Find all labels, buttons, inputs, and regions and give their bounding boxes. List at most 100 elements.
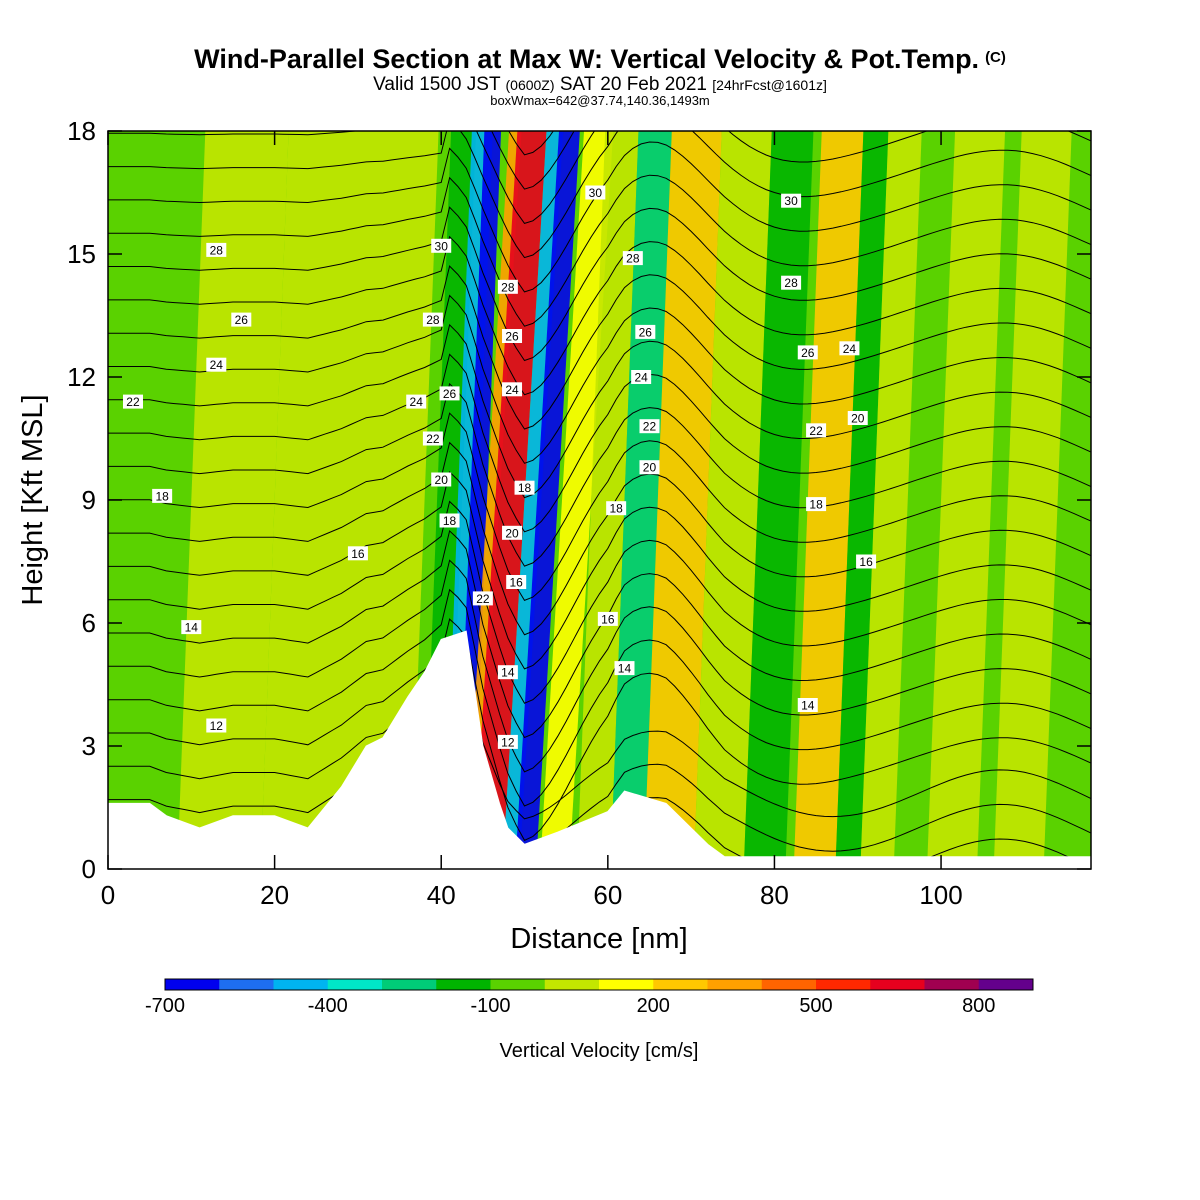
valid-date: SAT 20 Feb 2021: [559, 74, 707, 95]
shaded-column: [860, 131, 922, 869]
theta-label-box: [122, 394, 143, 409]
terrain: [108, 630, 1091, 869]
theta-label-text: 24: [210, 358, 224, 372]
theta-label-text: 22: [643, 420, 657, 434]
colorbar-frame: [164, 978, 1034, 991]
theta-label: 24: [502, 382, 523, 397]
theta-label: 24: [631, 370, 652, 385]
colorbar-swatch: [273, 979, 329, 990]
theta-label-text: 28: [426, 313, 440, 327]
chart-subtitle: Valid 1500 JST (0600Z) SAT 20 Feb 2021 […: [0, 74, 1200, 96]
colorbar-swatch: [653, 979, 708, 990]
theta-label-box: [231, 312, 252, 327]
theta-contour-line: [108, 559, 1091, 773]
theta-label: 22: [422, 431, 443, 446]
theta-label-text: 20: [643, 461, 657, 475]
theta-label: 20: [431, 472, 452, 487]
theta-label: 22: [122, 394, 143, 409]
theta-label-text: 12: [210, 719, 224, 733]
theta-label: 16: [506, 575, 527, 590]
theta-label-box: [431, 238, 452, 253]
colorbar-swatch: [599, 979, 654, 990]
colorbar-swatch: [761, 979, 817, 990]
colorbar-swatch: [490, 979, 546, 990]
colorbar-swatch: [870, 979, 925, 990]
theta-label: 22: [806, 423, 827, 438]
theta-label-text: 22: [126, 395, 140, 409]
velocity-shading: [108, 131, 1091, 869]
y-tick-label: 9: [82, 485, 96, 515]
box-info: boxWmax=642@37.74,140.36,1493m: [490, 93, 710, 108]
theta-label-text: 18: [443, 514, 457, 528]
theta-label: 20: [847, 411, 868, 426]
theta-label-box: [497, 665, 518, 680]
theta-label: 28: [781, 275, 802, 290]
x-tick-label: 60: [593, 880, 622, 910]
colorbar-tick-label: 200: [637, 995, 670, 1017]
theta-contour-line: [108, 618, 1091, 841]
theta-label-box: [847, 411, 868, 425]
theta-label-box: [614, 661, 635, 676]
theta-label-box: [506, 575, 527, 589]
colorbar-swatch: [219, 979, 274, 990]
theta-label: 14: [614, 661, 635, 676]
theta-label: 12: [497, 734, 518, 749]
theta-label-box: [502, 329, 523, 343]
shaded-column: [540, 131, 614, 869]
theta-label: 28: [497, 279, 518, 294]
theta-label: 20: [502, 525, 523, 540]
colorbar-swatch: [924, 979, 980, 990]
theta-contour-line: [108, 131, 1091, 259]
theta-label-text: 26: [235, 313, 249, 327]
theta-contour-line: [108, 206, 1091, 362]
chart-title: Wind-Parallel Section at Max W: Vertical…: [194, 44, 1006, 74]
theta-contour-line: [108, 529, 1091, 739]
theta-contour-line: [108, 323, 1091, 499]
theta-label-box: [622, 251, 643, 266]
theta-contour-line: [108, 265, 1091, 430]
theta-label-box: [514, 480, 535, 495]
theta-label-box: [781, 275, 802, 290]
theta-label: 26: [797, 345, 818, 360]
theta-label: 18: [514, 480, 535, 495]
theta-label: 26: [502, 329, 523, 344]
colorbar: -700 -400 -100 200 500 800: [145, 978, 1034, 1017]
theta-label-box: [422, 312, 443, 327]
shaded-column: [793, 131, 864, 869]
theta-label: 12: [206, 718, 227, 733]
x-tick-label: 40: [427, 880, 456, 910]
theta-label: 24: [839, 341, 860, 356]
theta-label: 16: [347, 546, 368, 561]
theta-label: 28: [622, 251, 643, 266]
theta-label-text: 24: [505, 383, 519, 397]
theta-label-box: [502, 382, 523, 397]
theta-label-box: [439, 386, 460, 401]
theta-label-box: [502, 525, 523, 540]
x-tick-label: 0: [101, 880, 115, 910]
theta-contour-line: [108, 353, 1091, 533]
colorbar-swatch: [544, 979, 600, 990]
colorbar-tick-label: -400: [308, 995, 348, 1017]
theta-label-box: [152, 488, 173, 503]
theta-label: 30: [431, 238, 452, 253]
theta-label-box: [806, 497, 827, 512]
theta-label-text: 24: [634, 371, 648, 385]
theta-label: 30: [781, 193, 802, 208]
theta-contour-line: [108, 294, 1091, 464]
x-tick-label: 20: [260, 880, 289, 910]
theta-label-box: [639, 460, 660, 475]
theta-label-text: 24: [843, 342, 857, 356]
y-tick-label: 3: [82, 731, 96, 761]
theta-label-text: 26: [443, 387, 457, 401]
colorbar-swatch: [382, 979, 437, 990]
theta-label-text: 16: [601, 612, 615, 626]
colorbar-swatch: [436, 979, 491, 990]
colorbar-swatch: [978, 979, 1034, 990]
theta-label-text: 26: [505, 330, 519, 344]
theta-label: 14: [797, 698, 818, 713]
y-tick-label: 0: [82, 854, 96, 884]
colorbar-swatch: [816, 979, 871, 990]
theta-label-box: [839, 341, 860, 356]
theta-label-box: [347, 546, 368, 561]
theta-label-box: [639, 419, 660, 434]
